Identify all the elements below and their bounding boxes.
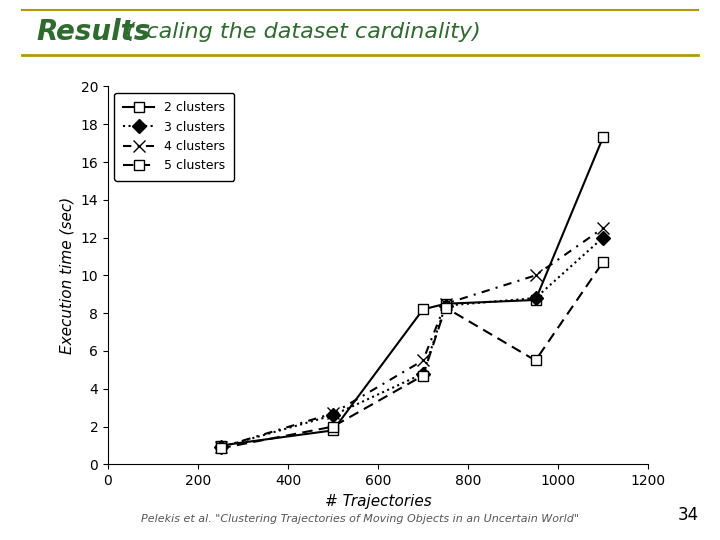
Text: Results: Results: [36, 18, 150, 46]
3 clusters: [216, 444, 225, 450]
Text: Pelekis et al. "Clustering Trajectories of Moving Objects in an Uncertain World": Pelekis et al. "Clustering Trajectories …: [141, 514, 579, 524]
4 clusters: [441, 300, 450, 307]
X-axis label: # Trajectories: # Trajectories: [325, 494, 431, 509]
5 clusters: [328, 423, 337, 430]
5 clusters: [216, 445, 225, 451]
Line: 2 clusters: 2 clusters: [215, 132, 608, 450]
4 clusters: [419, 357, 428, 364]
4 clusters: [328, 410, 337, 417]
Legend: 2 clusters, 3 clusters, 4 clusters, 5 clusters: 2 clusters, 3 clusters, 4 clusters, 5 cl…: [114, 93, 234, 181]
4 clusters: [599, 225, 608, 231]
2 clusters: [328, 427, 337, 434]
2 clusters: [419, 306, 428, 313]
5 clusters: [441, 304, 450, 310]
Text: (scaling the dataset cardinality): (scaling the dataset cardinality): [119, 22, 480, 43]
5 clusters: [531, 357, 540, 364]
2 clusters: [441, 300, 450, 307]
4 clusters: [216, 444, 225, 450]
Line: 3 clusters: 3 clusters: [215, 233, 608, 453]
4 clusters: [531, 272, 540, 279]
3 clusters: [441, 302, 450, 309]
2 clusters: [531, 297, 540, 303]
Line: 5 clusters: 5 clusters: [215, 257, 608, 453]
3 clusters: [328, 412, 337, 418]
Y-axis label: Execution time (sec): Execution time (sec): [60, 197, 75, 354]
3 clusters: [419, 370, 428, 377]
2 clusters: [216, 442, 225, 449]
3 clusters: [599, 234, 608, 241]
2 clusters: [599, 134, 608, 140]
3 clusters: [531, 295, 540, 301]
Text: 34: 34: [678, 506, 698, 524]
5 clusters: [599, 259, 608, 266]
5 clusters: [419, 373, 428, 379]
Line: 4 clusters: 4 clusters: [215, 222, 609, 454]
